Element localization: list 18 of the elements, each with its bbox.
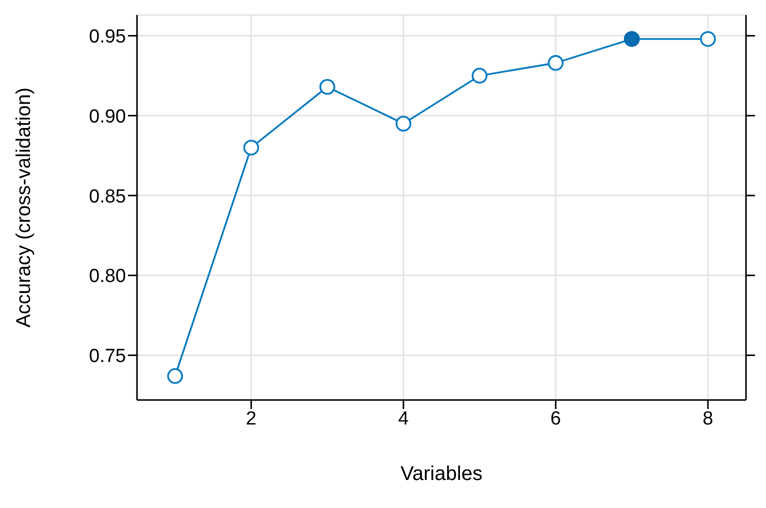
y-axis-title: Accuracy (cross-validation) [13, 87, 35, 328]
y-tick-label: 0.80 [89, 266, 126, 288]
x-axis-title: Variables [400, 463, 482, 485]
point [700, 31, 716, 47]
x-tick-label: 2 [246, 408, 256, 430]
point [243, 140, 260, 156]
y-tick-label: 0.85 [89, 186, 126, 208]
x-tick-label: 6 [550, 408, 561, 430]
y-tick-label: 0.90 [89, 106, 126, 128]
point [167, 368, 183, 384]
y-tick-label: 0.75 [89, 346, 126, 368]
point [472, 68, 488, 84]
x-tick-label: 8 [702, 408, 714, 430]
y-tick-label: 0.95 [89, 26, 126, 48]
point [319, 78, 336, 95]
point [396, 116, 412, 132]
point [548, 55, 564, 71]
x-tick-label: 4 [398, 408, 410, 430]
